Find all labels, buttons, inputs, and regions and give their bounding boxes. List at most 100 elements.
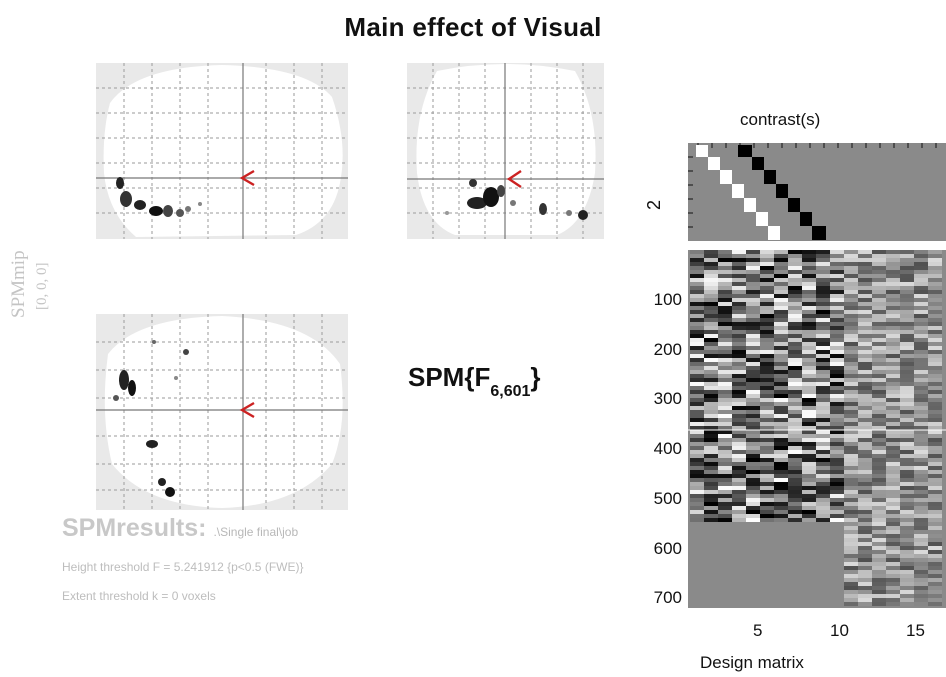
- design-matrix-cell: [774, 510, 788, 514]
- design-matrix-cell: [830, 510, 844, 514]
- design-matrix-cell: [914, 258, 928, 262]
- design-matrix-cell: [872, 310, 886, 314]
- design-matrix-cell: [886, 458, 900, 462]
- design-matrix-cell: [886, 354, 900, 358]
- design-matrix-cell: [802, 450, 816, 454]
- design-matrix-cell: [788, 418, 802, 422]
- design-matrix-cell: [802, 378, 816, 382]
- design-matrix-cell: [690, 478, 704, 482]
- design-matrix-cell: [732, 426, 746, 430]
- design-matrix-cell: [774, 490, 788, 494]
- design-matrix-cell: [690, 278, 704, 282]
- design-matrix-cell: [844, 574, 858, 578]
- design-matrix-cell: [858, 542, 872, 546]
- design-matrix-cell: [718, 506, 732, 510]
- design-matrix-cell: [802, 278, 816, 282]
- design-matrix-cell: [746, 302, 760, 306]
- glass-brain-coronal[interactable]: [407, 63, 604, 239]
- design-matrix-cell: [886, 586, 900, 590]
- design-matrix-cell: [718, 254, 732, 258]
- design-matrix-cell: [872, 574, 886, 578]
- glass-brain-axial[interactable]: [96, 314, 348, 510]
- design-matrix-cell: [788, 330, 802, 334]
- design-matrix-cell: [830, 358, 844, 362]
- design-matrix-cell: [900, 586, 914, 590]
- design-matrix-cell: [886, 466, 900, 470]
- design-matrix-cell: [914, 406, 928, 410]
- design-matrix-cell: [872, 370, 886, 374]
- design-matrix-cell: [900, 326, 914, 330]
- design-matrix-cell: [844, 350, 858, 354]
- design-matrix-cell: [690, 434, 704, 438]
- design-matrix-cell: [788, 458, 802, 462]
- design-matrix-cell: [900, 442, 914, 446]
- design-matrix-cell: [914, 534, 928, 538]
- design-matrix-cell: [732, 474, 746, 478]
- design-matrix-cell: [802, 250, 816, 254]
- design-matrix-cell: [704, 442, 718, 446]
- design-matrix-cell: [746, 406, 760, 410]
- design-matrix-cell: [774, 494, 788, 498]
- design-matrix-cell: [788, 422, 802, 426]
- design-matrix-cell: [928, 502, 942, 506]
- design-matrix-cell: [858, 294, 872, 298]
- design-matrix-cell: [900, 522, 914, 526]
- design-matrix-cell: [704, 506, 718, 510]
- design-matrix-cell: [844, 566, 858, 570]
- design-matrix-cell: [844, 538, 858, 542]
- design-matrix-cell: [928, 306, 942, 310]
- design-matrix-cell: [802, 402, 816, 406]
- design-matrix-cell: [704, 286, 718, 290]
- design-matrix-cell: [872, 250, 886, 254]
- design-matrix-cell: [718, 402, 732, 406]
- design-matrix-cell: [816, 470, 830, 474]
- design-matrix-cell: [900, 446, 914, 450]
- design-matrix-cell: [914, 382, 928, 386]
- design-matrix-cell: [760, 382, 774, 386]
- design-matrix-cell: [928, 414, 942, 418]
- design-matrix-cell: [858, 266, 872, 270]
- design-matrix-cell: [844, 250, 858, 254]
- design-matrix-cell: [858, 522, 872, 526]
- design-matrix-cell: [844, 298, 858, 302]
- design-matrix-cell: [844, 338, 858, 342]
- contrast-matrix[interactable]: [688, 143, 946, 241]
- design-matrix-cell: [928, 278, 942, 282]
- design-matrix-cell: [886, 602, 900, 606]
- design-matrix-cell: [844, 582, 858, 586]
- design-matrix-cell: [928, 490, 942, 494]
- design-matrix-cell: [844, 346, 858, 350]
- y-tick-400: 400: [653, 439, 682, 458]
- design-matrix-cell: [872, 466, 886, 470]
- design-matrix-cell: [774, 386, 788, 390]
- design-matrix-cell: [690, 254, 704, 258]
- design-matrix-cell: [774, 450, 788, 454]
- results-heading-text: SPMresults:: [62, 514, 207, 542]
- design-matrix-cell: [914, 298, 928, 302]
- design-matrix-cell: [872, 494, 886, 498]
- design-matrix-cell: [830, 350, 844, 354]
- design-matrix-cell: [774, 446, 788, 450]
- design-matrix-cell: [704, 514, 718, 518]
- design-matrix-cell: [760, 270, 774, 274]
- design-matrix-cell: [760, 474, 774, 478]
- design-matrix-cell: [858, 470, 872, 474]
- design-matrix-image[interactable]: [688, 250, 946, 608]
- glass-brain-sagittal[interactable]: [96, 63, 348, 239]
- design-matrix-cell: [732, 262, 746, 266]
- design-matrix-cell: [928, 286, 942, 290]
- design-matrix-cell: [802, 498, 816, 502]
- design-matrix-cell: [816, 370, 830, 374]
- design-matrix-cell: [746, 502, 760, 506]
- design-matrix-cell: [788, 462, 802, 466]
- design-matrix-cell: [844, 282, 858, 286]
- design-matrix-cell: [914, 438, 928, 442]
- design-matrix-cell: [788, 446, 802, 450]
- design-matrix-cell: [872, 450, 886, 454]
- design-matrix-cell: [788, 266, 802, 270]
- design-matrix-cell: [928, 322, 942, 326]
- design-matrix-cell: [746, 430, 760, 434]
- design-matrix-cell: [704, 370, 718, 374]
- design-matrix-cell: [872, 318, 886, 322]
- design-matrix-cell: [900, 494, 914, 498]
